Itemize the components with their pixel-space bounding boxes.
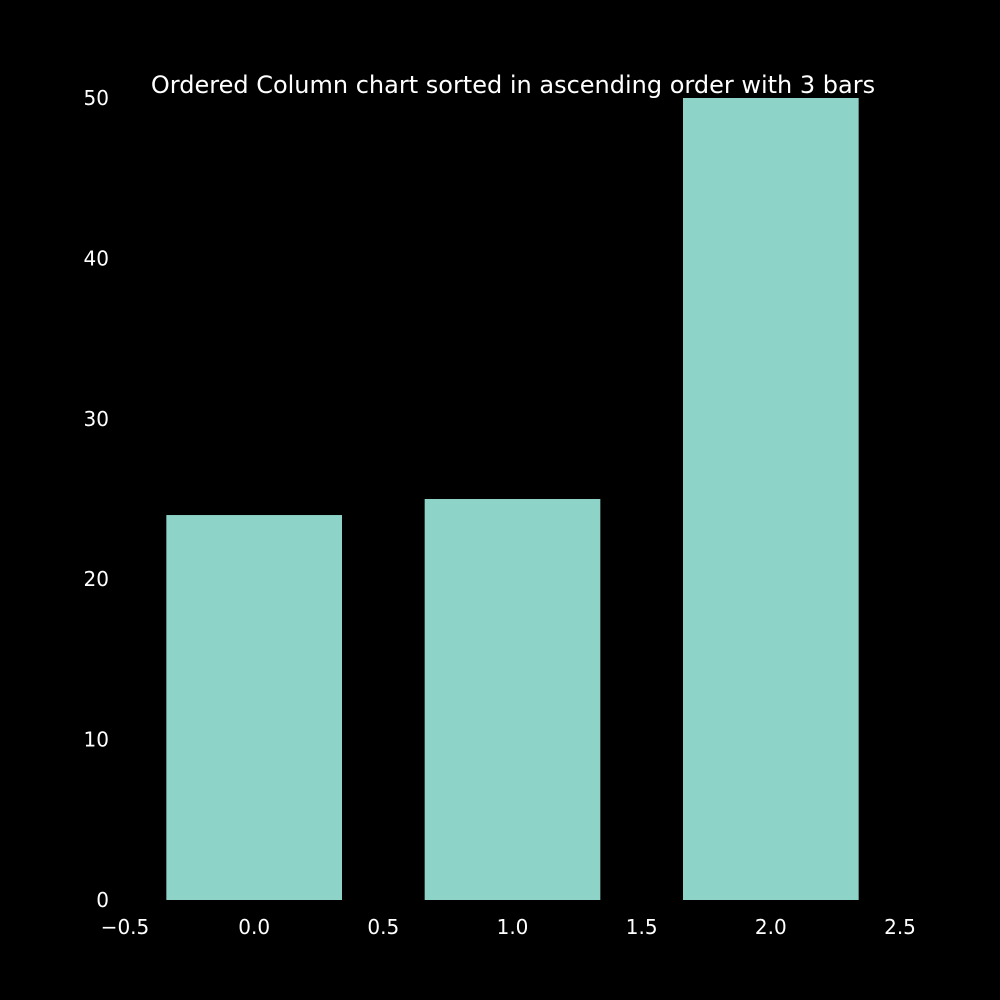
bar-0 (166, 515, 342, 900)
chart-title: Ordered Column chart sorted in ascending… (151, 71, 875, 99)
x-tick-label: 0.0 (238, 915, 270, 939)
y-tick-label: 30 (84, 407, 109, 431)
x-tick-labels: −0.5 0.0 0.5 1.0 1.5 2.0 2.5 (101, 915, 916, 939)
x-tick-label: 2.0 (755, 915, 787, 939)
bar-2 (683, 98, 859, 900)
x-tick-label: 1.0 (497, 915, 529, 939)
y-tick-labels: 0 10 20 30 40 50 (84, 86, 109, 912)
y-tick-label: 10 (84, 728, 109, 752)
x-tick-label: 2.5 (884, 915, 916, 939)
x-tick-label: 1.5 (626, 915, 658, 939)
bars-group (166, 98, 859, 900)
y-tick-label: 50 (84, 86, 109, 110)
y-tick-label: 40 (84, 246, 109, 270)
x-tick-label: −0.5 (101, 915, 150, 939)
y-tick-label: 20 (84, 567, 109, 591)
bar-1 (424, 499, 601, 900)
y-tick-label: 0 (96, 888, 109, 912)
x-tick-label: 0.5 (367, 915, 399, 939)
